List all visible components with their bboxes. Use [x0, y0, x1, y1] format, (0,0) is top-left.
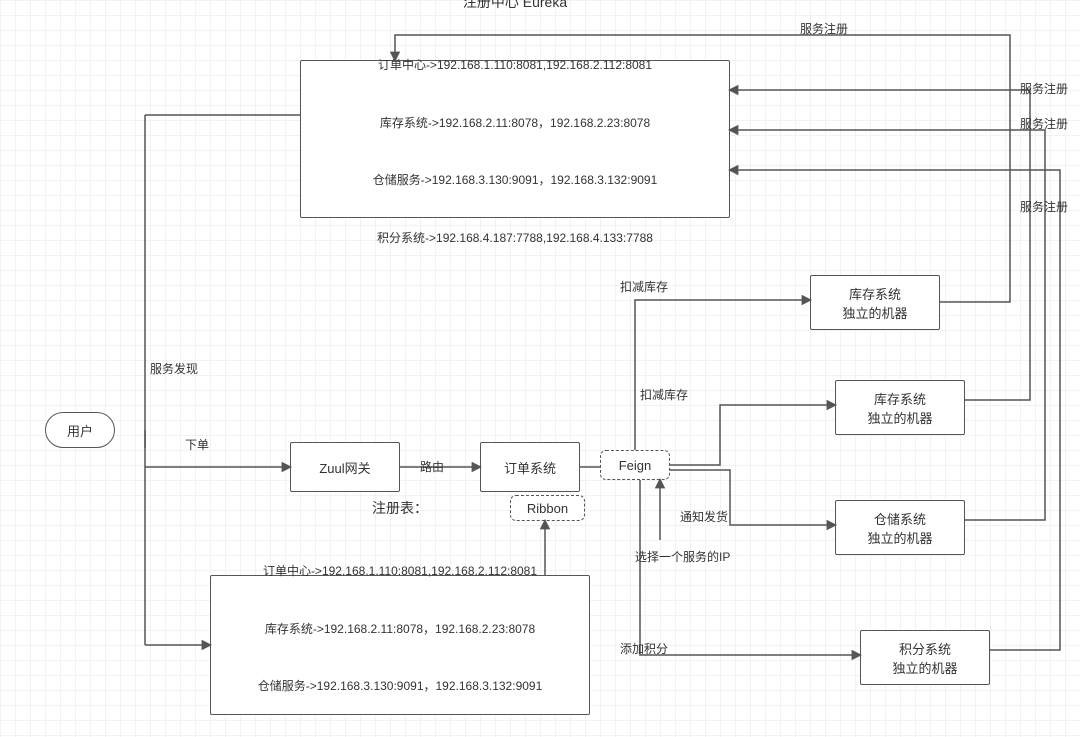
edge-pts — [640, 480, 860, 655]
eureka-line: 仓储服务->192.168.3.130:9091，192.168.3.132:9… — [373, 171, 658, 190]
edge-label-reg2: 服务注册 — [1020, 80, 1068, 97]
inv1-line1: 库存系统 — [849, 284, 901, 303]
node-registry-table: 注册表： 订单中心->192.168.1.110:8081,192.168.2.… — [210, 575, 590, 715]
node-inventory-2: 库存系统 独立的机器 — [835, 380, 965, 435]
edge-inv2 — [670, 405, 835, 465]
node-zuul-gateway: Zuul网关 — [290, 442, 400, 492]
registry-line: 订单中心->192.168.1.110:8081,192.168.2.112:8… — [258, 562, 543, 581]
node-user: 用户 — [45, 412, 115, 448]
edge-label-wh: 通知发货 — [680, 508, 728, 525]
registry-line: 仓储服务->192.168.3.130:9091，192.168.3.132:9… — [258, 677, 543, 696]
eureka-line: 订单中心->192.168.1.110:8081,192.168.2.112:8… — [373, 56, 658, 75]
eureka-title: 注册中心 Eureka — [463, 0, 567, 12]
edge-label-place: 下单 — [185, 436, 209, 453]
registry-title: 注册表： — [372, 498, 428, 518]
wh-line2: 独立的机器 — [867, 528, 932, 547]
edge-label-discover: 服务发现 — [150, 360, 198, 377]
node-inventory-1: 库存系统 独立的机器 — [810, 275, 940, 330]
node-feign: Feign — [600, 450, 670, 480]
node-points: 积分系统 独立的机器 — [860, 630, 990, 685]
pts-line2: 独立的机器 — [892, 658, 957, 677]
edge-label-selip: 选择一个服务的IP — [635, 548, 730, 565]
eureka-body: 订单中心->192.168.1.110:8081,192.168.2.112:8… — [373, 18, 658, 287]
order-label: 订单系统 — [504, 458, 556, 477]
edge-label-inv1: 扣减库存 — [620, 278, 668, 295]
edge-inv1 — [635, 300, 810, 450]
node-warehouse: 仓储系统 独立的机器 — [835, 500, 965, 555]
edge-reg2 — [730, 90, 1030, 400]
edge-label-route: 路由 — [420, 458, 444, 475]
edge-label-reg4: 服务注册 — [1020, 198, 1068, 215]
node-ribbon: Ribbon — [510, 495, 585, 521]
inv1-line2: 独立的机器 — [842, 303, 907, 322]
edge-label-pts: 添加积分 — [620, 640, 668, 657]
registry-line: 库存系统->192.168.2.11:8078，192.168.2.23:807… — [258, 620, 543, 639]
diagram-canvas: 用户 注册中心 Eureka 订单中心->192.168.1.110:8081,… — [0, 0, 1080, 737]
edge-label-inv2: 扣减库存 — [640, 386, 688, 403]
feign-label: Feign — [619, 458, 652, 473]
inv2-line1: 库存系统 — [874, 389, 926, 408]
node-eureka: 注册中心 Eureka 订单中心->192.168.1.110:8081,192… — [300, 60, 730, 218]
edge-label-reg1: 服务注册 — [800, 20, 848, 37]
node-user-label: 用户 — [67, 421, 93, 440]
eureka-line: 积分系统->192.168.4.187:7788,192.168.4.133:7… — [373, 229, 658, 248]
node-order-system: 订单系统 — [480, 442, 580, 492]
edge-label-reg3: 服务注册 — [1020, 115, 1068, 132]
ribbon-label: Ribbon — [527, 501, 568, 516]
registry-body: 订单中心->192.168.1.110:8081,192.168.2.112:8… — [258, 524, 543, 737]
pts-line1: 积分系统 — [899, 639, 951, 658]
inv2-line2: 独立的机器 — [867, 408, 932, 427]
zuul-label: Zuul网关 — [319, 458, 370, 477]
eureka-line: 库存系统->192.168.2.11:8078，192.168.2.23:807… — [373, 114, 658, 133]
wh-line1: 仓储系统 — [874, 509, 926, 528]
